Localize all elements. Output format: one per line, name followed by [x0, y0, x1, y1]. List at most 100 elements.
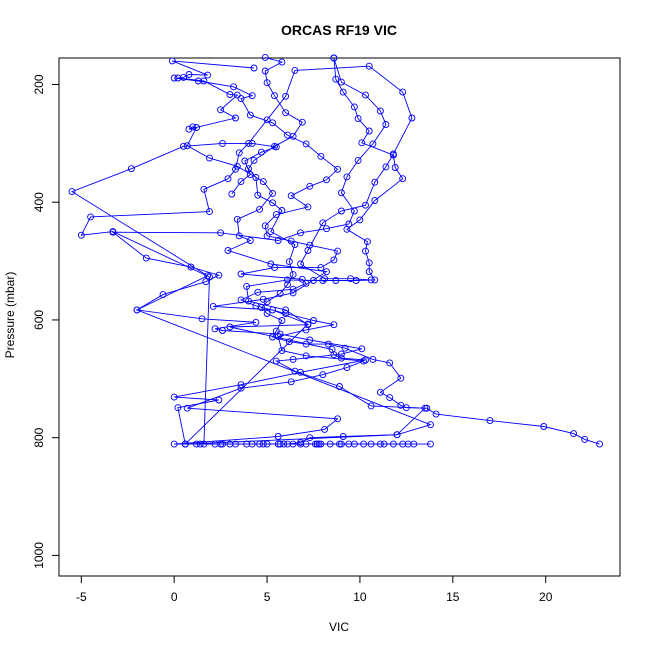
data-point	[170, 74, 178, 82]
series-2	[170, 54, 407, 448]
data-point	[181, 440, 189, 448]
data-point	[261, 67, 269, 75]
data-point	[362, 91, 369, 99]
data-point	[230, 83, 238, 91]
data-point	[274, 237, 282, 244]
data-point	[382, 121, 390, 128]
data-point	[369, 140, 377, 148]
y-tick-label: 400	[32, 192, 46, 212]
data-point	[200, 185, 208, 193]
data-point	[397, 401, 405, 409]
data-point	[371, 178, 379, 186]
data-point	[362, 247, 369, 255]
data-point	[337, 350, 345, 358]
data-point	[343, 173, 351, 181]
data-point	[259, 295, 267, 303]
data-point	[570, 430, 578, 438]
data-point	[386, 359, 394, 367]
data-point	[376, 388, 384, 396]
x-tick-label: 5	[264, 590, 271, 604]
data-point	[254, 191, 262, 199]
data-point	[232, 114, 239, 122]
data-point	[217, 106, 225, 114]
data-point	[350, 103, 358, 111]
data-point	[581, 435, 589, 443]
data-point	[246, 111, 254, 119]
data-point	[206, 273, 213, 281]
data-point	[321, 425, 329, 433]
data-point	[371, 276, 379, 284]
x-tick-label: 15	[446, 590, 460, 604]
data-point	[319, 219, 327, 227]
data-point	[237, 381, 245, 389]
data-point	[302, 279, 310, 287]
data-point	[170, 393, 178, 401]
series-line	[174, 57, 404, 445]
data-point	[217, 229, 225, 237]
data-point	[486, 417, 494, 425]
data-point	[360, 357, 368, 365]
data-point	[228, 190, 236, 198]
data-point	[237, 178, 245, 186]
y-tick-label: 200	[32, 74, 46, 94]
data-point	[198, 315, 206, 323]
data-point	[354, 115, 362, 123]
data-point	[282, 306, 290, 314]
data-point	[365, 62, 373, 70]
data-point	[206, 154, 213, 162]
data-point	[337, 78, 345, 86]
x-tick-label: 0	[171, 590, 178, 604]
data-point	[306, 434, 314, 442]
series-layer	[68, 53, 604, 448]
data-point	[185, 125, 193, 133]
series-line	[172, 60, 328, 445]
data-point	[332, 75, 340, 83]
data-point	[211, 325, 219, 333]
data-point	[142, 254, 150, 262]
data-point	[261, 222, 269, 230]
series-7	[68, 139, 434, 448]
data-point	[358, 345, 366, 353]
y-tick-label: 800	[32, 427, 46, 447]
data-point	[427, 421, 434, 429]
data-point	[337, 189, 345, 197]
data-point	[304, 203, 312, 211]
data-point	[298, 118, 306, 126]
data-point	[241, 157, 249, 165]
series-5	[168, 57, 330, 448]
data-point	[287, 192, 295, 200]
data-point	[345, 440, 353, 448]
data-point	[376, 440, 384, 448]
data-point	[189, 123, 197, 131]
data-point	[263, 310, 271, 317]
data-point	[284, 276, 291, 284]
data-point	[282, 109, 290, 117]
data-point	[310, 277, 317, 284]
data-point	[204, 71, 212, 79]
data-point	[382, 163, 390, 171]
data-point	[235, 149, 243, 157]
data-point	[206, 208, 213, 216]
data-point	[271, 92, 278, 100]
data-point	[365, 268, 373, 276]
data-point	[341, 344, 349, 352]
data-point	[237, 384, 245, 392]
data-point	[274, 332, 282, 340]
data-point	[204, 272, 212, 280]
data-point	[287, 378, 295, 386]
data-point	[252, 318, 260, 326]
data-point	[354, 156, 362, 164]
data-point	[304, 320, 312, 328]
data-point	[282, 92, 290, 100]
data-point	[183, 404, 191, 412]
data-point	[304, 247, 312, 254]
data-point	[323, 225, 330, 233]
data-point	[289, 285, 297, 293]
data-point	[246, 237, 254, 244]
data-point	[269, 199, 277, 207]
data-point	[127, 165, 135, 173]
data-point	[284, 281, 291, 289]
data-point	[232, 440, 239, 448]
data-point	[291, 367, 299, 375]
